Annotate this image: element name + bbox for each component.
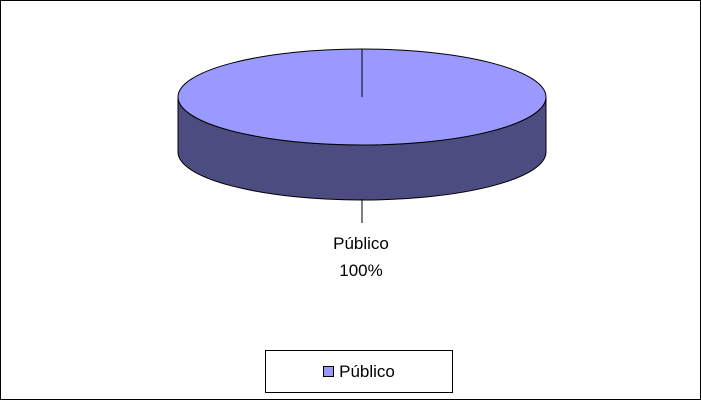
legend: Público [265,350,453,393]
legend-label: Público [339,361,395,381]
data-label-percent: 100% [339,261,383,280]
data-label: Público 100% [261,230,461,284]
data-label-category: Público [333,234,389,253]
legend-swatch [323,366,335,377]
